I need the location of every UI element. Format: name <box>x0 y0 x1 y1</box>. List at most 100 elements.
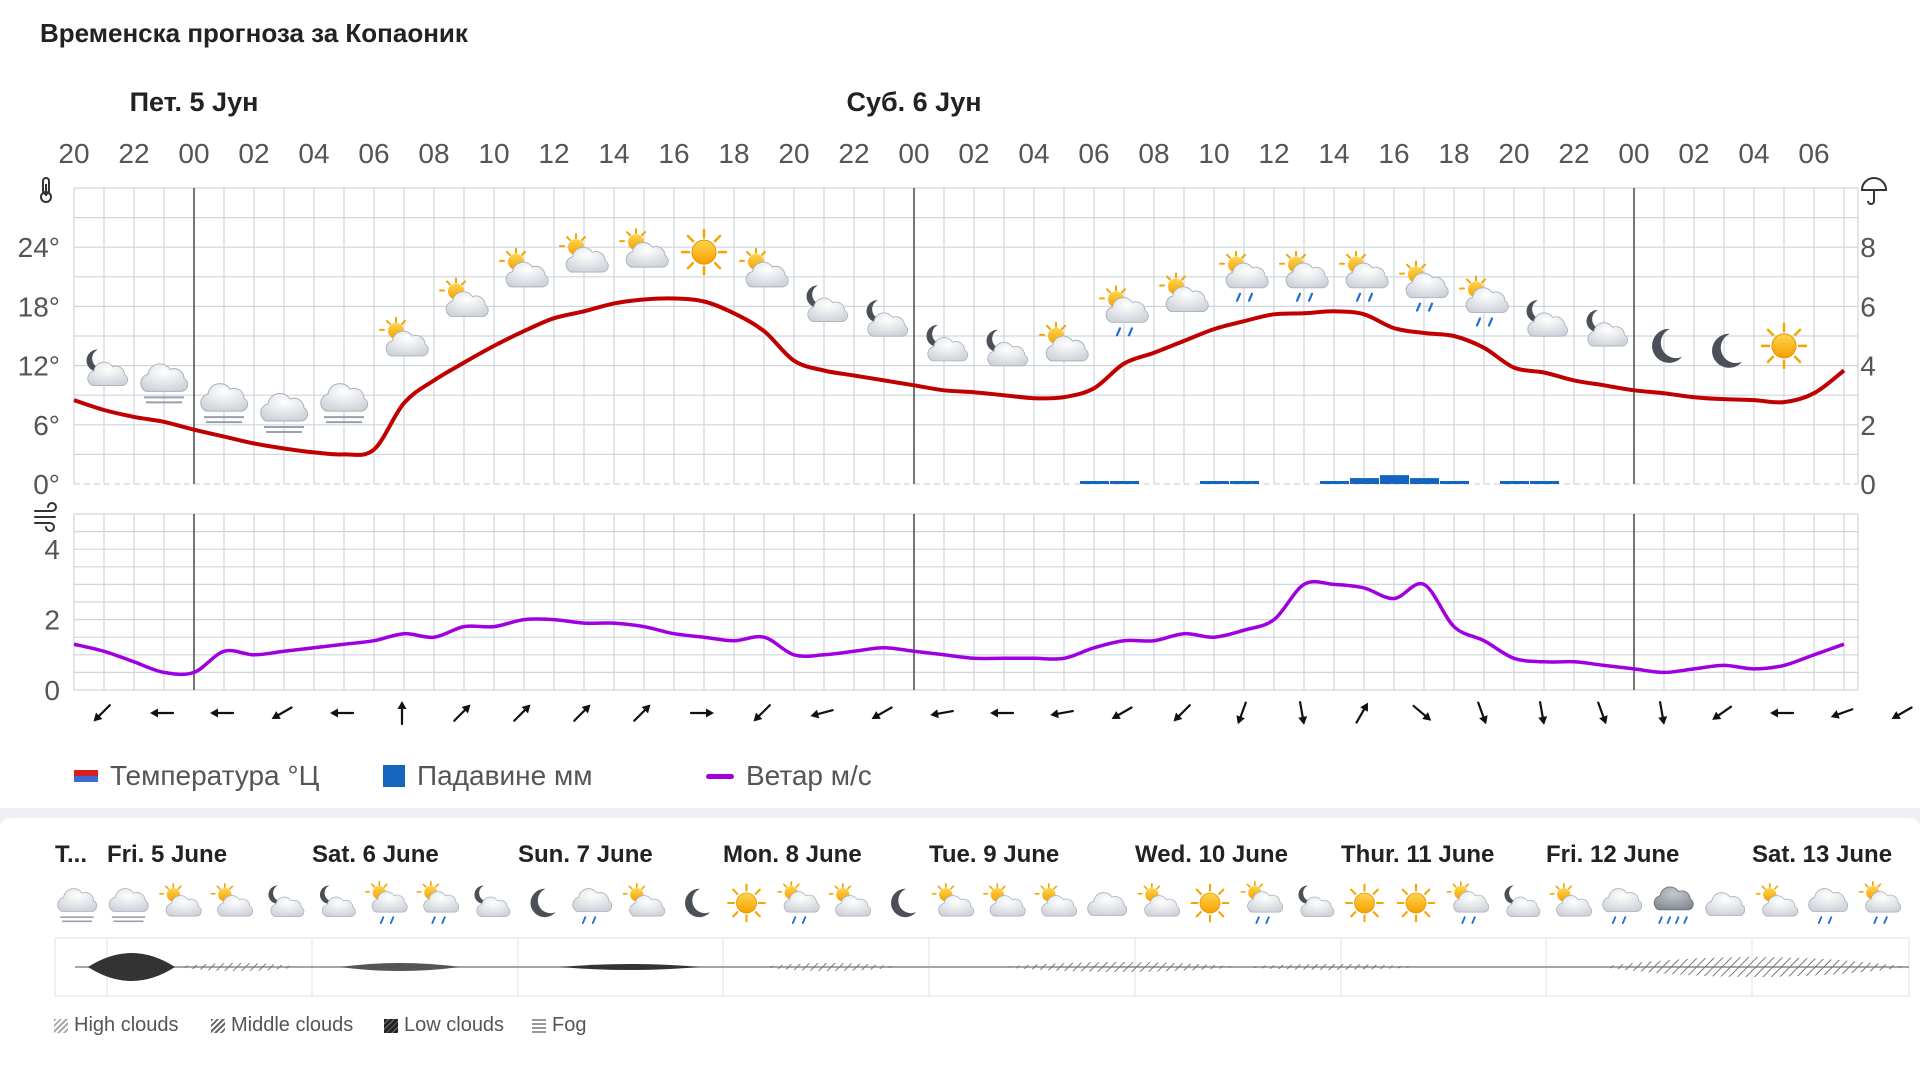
moon-icon <box>685 888 710 918</box>
y-tick-precipitation: 4 <box>1860 351 1876 382</box>
overview-day-label: Thur. 11 June <box>1341 841 1494 868</box>
cloudy-fog-icon <box>200 383 249 424</box>
day-header: Суб. 6 Јун <box>846 87 981 117</box>
hour-tick-label: 06 <box>1078 138 1109 169</box>
legend-low-clouds: Low clouds <box>384 1014 504 1037</box>
hour-tick-label: 18 <box>718 138 749 169</box>
hour-tick-label: 02 <box>1678 138 1709 169</box>
wind-swatch <box>706 773 734 779</box>
forecast-panel <box>0 0 1920 808</box>
overview-day-label: Wed. 10 June <box>1135 841 1288 868</box>
hour-tick-label: 04 <box>1018 138 1049 169</box>
hour-tick-label: 16 <box>658 138 689 169</box>
wind-direction-arrow <box>1294 700 1310 727</box>
hour-tick-label: 20 <box>778 138 809 169</box>
umbrella-icon <box>1860 177 1888 205</box>
cloud-icon <box>1705 892 1746 916</box>
legend-precipitation: Падавине мм <box>383 760 592 792</box>
cloud-rain-icon <box>1808 888 1849 924</box>
hour-tick-label: 12 <box>1258 138 1289 169</box>
sun-icon <box>680 228 728 276</box>
legend-wind: Ветар м/с <box>706 760 872 792</box>
overview-day-label: Mon. 8 June <box>723 841 862 868</box>
moon-icon <box>1712 333 1742 368</box>
precip-bar <box>1350 478 1379 484</box>
hour-tick-label: 10 <box>478 138 509 169</box>
precip-bar <box>1320 481 1349 484</box>
sun-cloud-rain-icon <box>1858 880 1902 924</box>
wind-direction-arrow <box>749 700 775 726</box>
hour-tick-label: 10 <box>1198 138 1229 169</box>
sun-cloud-icon <box>931 882 975 917</box>
precip-bar <box>1080 481 1109 484</box>
wind-direction-arrow <box>808 704 835 722</box>
temperature-swatch <box>74 770 98 782</box>
overview-day-label: Sat. 13 June <box>1752 841 1892 868</box>
precip-bar <box>1530 481 1559 484</box>
middle-clouds-swatch <box>211 1018 225 1033</box>
high-clouds-swatch <box>54 1018 68 1033</box>
sun-cloud-icon <box>159 882 202 917</box>
wind-direction-arrow <box>1708 701 1735 725</box>
legend-temperature-label: Температура °Ц <box>110 760 320 791</box>
hour-tick-label: 00 <box>898 138 929 169</box>
sun-cloud-icon <box>622 882 666 917</box>
low-clouds-swatch <box>384 1018 398 1033</box>
wind-direction-arrow <box>569 700 595 726</box>
wind-direction-arrow <box>148 707 175 719</box>
hour-tick-label: 20 <box>1498 138 1529 169</box>
wind-direction-arrow <box>1592 700 1612 727</box>
y-tick-precipitation: 8 <box>1860 232 1876 263</box>
high-clouds-label: High clouds <box>74 1014 179 1036</box>
hour-tick-label: 08 <box>1138 138 1169 169</box>
temperature-line <box>73 296 1846 457</box>
sun-cloud-rain-icon <box>365 880 408 924</box>
legend-precipitation-label: Падавине мм <box>417 760 593 791</box>
partly-cloudy-night-icon <box>986 329 1029 367</box>
wind-direction-arrow <box>1472 700 1492 727</box>
hour-tick-label: 14 <box>1318 138 1349 169</box>
legend-wind-label: Ветар м/с <box>746 760 872 791</box>
wind-direction-arrow <box>1768 707 1795 719</box>
legend-fog: Fog <box>532 1014 586 1037</box>
hour-tick-label: 22 <box>118 138 149 169</box>
cloudy-fog-icon <box>140 363 189 404</box>
wind-direction-arrow <box>988 707 1015 719</box>
wind-direction-arrow <box>1351 699 1373 726</box>
y-tick-wind: 0 <box>44 675 60 706</box>
partly-cloudy-night-icon <box>474 885 511 917</box>
precip-bar <box>1200 481 1229 484</box>
y-tick-temperature: 6° <box>33 410 60 441</box>
wind-direction-arrow <box>1169 700 1195 726</box>
legend-temperature: Температура °Ц <box>74 760 319 792</box>
hour-tick-label: 16 <box>1378 138 1409 169</box>
sun-cloud-icon <box>983 882 1026 917</box>
sun-cloud-rain-icon <box>416 880 460 924</box>
hour-tick-label: 20 <box>58 138 89 169</box>
hour-tick-label: 08 <box>418 138 449 169</box>
wind-direction-arrow <box>208 707 235 719</box>
wind-direction-arrow <box>1232 700 1252 727</box>
fog-swatch <box>532 1018 546 1033</box>
sun-icon <box>727 883 766 923</box>
wind-direction-arrow <box>1409 701 1436 726</box>
meteogram-chart: 20 22 00 02 04 06 08 10 12 14 16 18 20 22 00 02 04 06 08 10… <box>18 87 1915 727</box>
hour-tick-label: 06 <box>358 138 389 169</box>
partly-cloudy-night-icon <box>1298 885 1335 917</box>
precip-bar <box>1500 481 1529 484</box>
y-tick-wind: 2 <box>44 605 60 636</box>
cloud-rain-icon <box>572 888 613 924</box>
low-cloud-band <box>340 963 460 971</box>
partly-cloudy-night-icon <box>1526 300 1569 337</box>
cloudy-fog-icon <box>260 392 309 433</box>
hour-tick-label: 04 <box>298 138 329 169</box>
low-cloud-band <box>560 964 700 970</box>
cloud-rain-icon <box>1602 888 1643 924</box>
wind-icon <box>34 502 57 532</box>
middle-cloud-band <box>1240 964 1420 970</box>
precip-bar <box>1380 475 1409 484</box>
sun-icon <box>1190 883 1230 923</box>
sun-cloud-icon <box>828 882 872 917</box>
wind-direction-arrow <box>1534 700 1550 727</box>
y-tick-precipitation: 2 <box>1860 410 1876 441</box>
